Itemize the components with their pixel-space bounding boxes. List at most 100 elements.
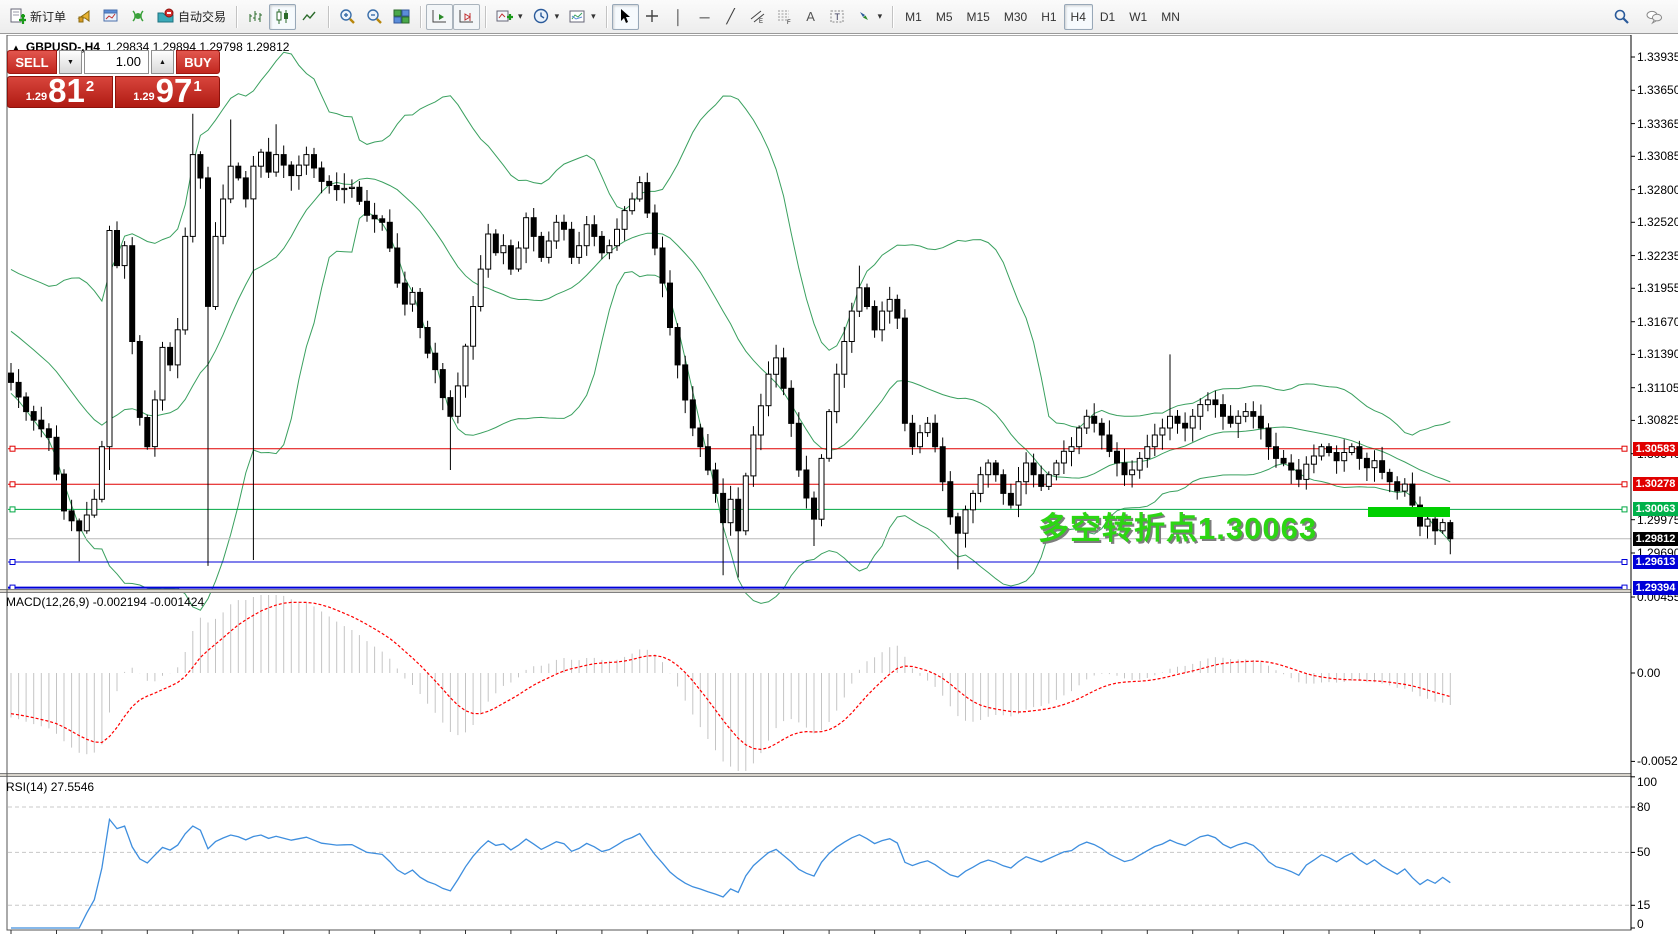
tile-windows-button[interactable] [388,4,415,30]
pane-frame [0,35,1632,931]
price-axis-label: 1.31390 [1637,347,1678,361]
fibonacci-icon: F [776,8,793,26]
new-order-button[interactable]: 新订单 [4,4,71,30]
svg-text:F: F [787,20,791,25]
signal-icon [130,8,147,25]
tf-button-m1[interactable]: M1 [905,9,922,24]
cursor-icon [617,8,634,25]
buy-price-panel[interactable]: 1.29 97 1 [115,72,220,109]
signals-button[interactable] [125,4,152,30]
chart-shift-icon [458,8,475,25]
add-indicator-icon [496,8,514,25]
chart-area[interactable] [0,35,1678,937]
macd-signal-value: -0.001424 [150,595,205,609]
zoom-out-button[interactable] [361,4,388,30]
macd-label: MACD(12,26,9) -0.002194 -0.001424 [6,595,205,609]
macd-indicator [10,595,1451,771]
hline-button[interactable]: ─ [692,4,718,30]
indicators-button[interactable]: ▾ [491,4,528,30]
search-icon [1613,8,1630,25]
toolbar-separator [892,5,894,28]
fibonacci-button[interactable]: F [771,4,798,30]
volume-decrease-button[interactable]: ▼ [59,50,82,74]
dropdown-caret-icon: ▾ [591,11,596,21]
tf-button-h4[interactable]: H4 [1063,3,1093,30]
search-button[interactable] [1608,4,1635,30]
text-button[interactable]: A [798,4,824,30]
trendline-icon: ╱ [726,8,735,24]
vline-button[interactable]: │ [666,4,692,30]
price-badge: 1.29394 [1633,581,1678,595]
sell-price-small: 1.29 [25,91,48,103]
new-chart-icon [103,8,120,25]
price-arrow-marker-icon: ↓ [1448,521,1456,538]
chart-shift-button[interactable] [453,3,481,30]
autotrade-button[interactable]: 自动交易 [152,4,231,30]
channel-button[interactable]: E [744,4,771,30]
zoom-in-icon [339,8,356,25]
vline-icon: │ [674,8,683,25]
green-highlight-bar[interactable] [1368,507,1450,517]
collapse-triangle-icon[interactable]: ▲ [12,42,20,52]
arrows-button[interactable]: ▾ [851,4,888,30]
label-button[interactable]: T [824,4,851,30]
rsi-axis-label: 0 [1637,917,1644,931]
cursor-button[interactable] [611,3,639,30]
line-chart-icon [301,8,318,25]
buy-price-big: 97 [155,72,193,109]
volume-increase-button[interactable]: ▲ [151,50,174,74]
text-tool-icon: A [806,9,815,24]
crosshair-icon [644,8,661,25]
svg-text:T: T [834,12,840,22]
zoom-out-icon [366,8,383,25]
sell-price-panel[interactable]: 1.29 81 2 [7,74,113,108]
text-label-icon: T [829,8,846,25]
rsi-axis-label: 15 [1637,898,1651,912]
tf-button-m30[interactable]: M30 [1003,9,1028,24]
tf-button-w1[interactable]: W1 [1129,9,1148,24]
bar-chart-icon [247,8,264,25]
rsi-axis-label: 80 [1637,800,1651,814]
chart-line-button[interactable] [296,4,323,30]
auto-scroll-icon [431,8,448,25]
tf-button-h1[interactable]: H1 [1041,9,1057,24]
chart-bars-button[interactable] [242,4,269,30]
tf-button-d1[interactable]: D1 [1099,9,1116,24]
rsi-label: RSI(14) 27.5546 [6,780,95,794]
crosshair-button[interactable] [639,4,666,30]
new-chart-button[interactable] [98,4,125,30]
time-axis [10,56,1635,934]
volume-input[interactable]: 1.00 [84,50,149,74]
chat-button[interactable] [1641,4,1668,30]
periods-button[interactable]: ▾ [528,4,565,30]
price-axis-label: 1.32800 [1637,183,1678,197]
tf-button-m5[interactable]: M5 [935,9,953,24]
auto-scroll-button[interactable] [426,3,454,30]
turning-point-annotation: 多空转折点1.30063 [1038,511,1318,546]
price-badge: 1.29812 [1633,532,1678,546]
sell-button[interactable]: SELL [7,50,57,74]
price-axis-label: 1.33935 [1637,50,1678,64]
tf-button-mn[interactable]: MN [1161,9,1180,24]
trendline-button[interactable]: ╱ [718,4,744,30]
toolbar-separator [605,5,607,28]
toolbar-separator [236,5,238,28]
rsi-axis-label: 100 [1637,775,1658,789]
chart-window: ▲ GBPUSD-,H4 1.29834 1.29894 1.29798 1.2… [0,35,1678,937]
buy-button[interactable]: BUY [176,50,220,74]
tile-windows-icon [393,8,410,25]
zoom-in-button[interactable] [334,4,361,30]
price-axis-label: 1.33085 [1637,149,1678,163]
tf-button-m15[interactable]: M15 [966,9,990,24]
price-axis-label: 1.30825 [1637,413,1678,427]
chart-candles-button[interactable] [269,3,297,30]
toolbar-separator [328,5,330,28]
templates-button[interactable]: ▾ [564,4,601,30]
bollinger-bands [10,51,1451,611]
template-icon [569,8,586,25]
macd-main-value: -0.002194 [92,595,147,609]
toolbar-separator [420,5,422,28]
price-badge: 1.30063 [1633,502,1678,516]
megaphone-button[interactable] [71,4,98,30]
dropdown-caret-icon: ▾ [518,11,523,21]
